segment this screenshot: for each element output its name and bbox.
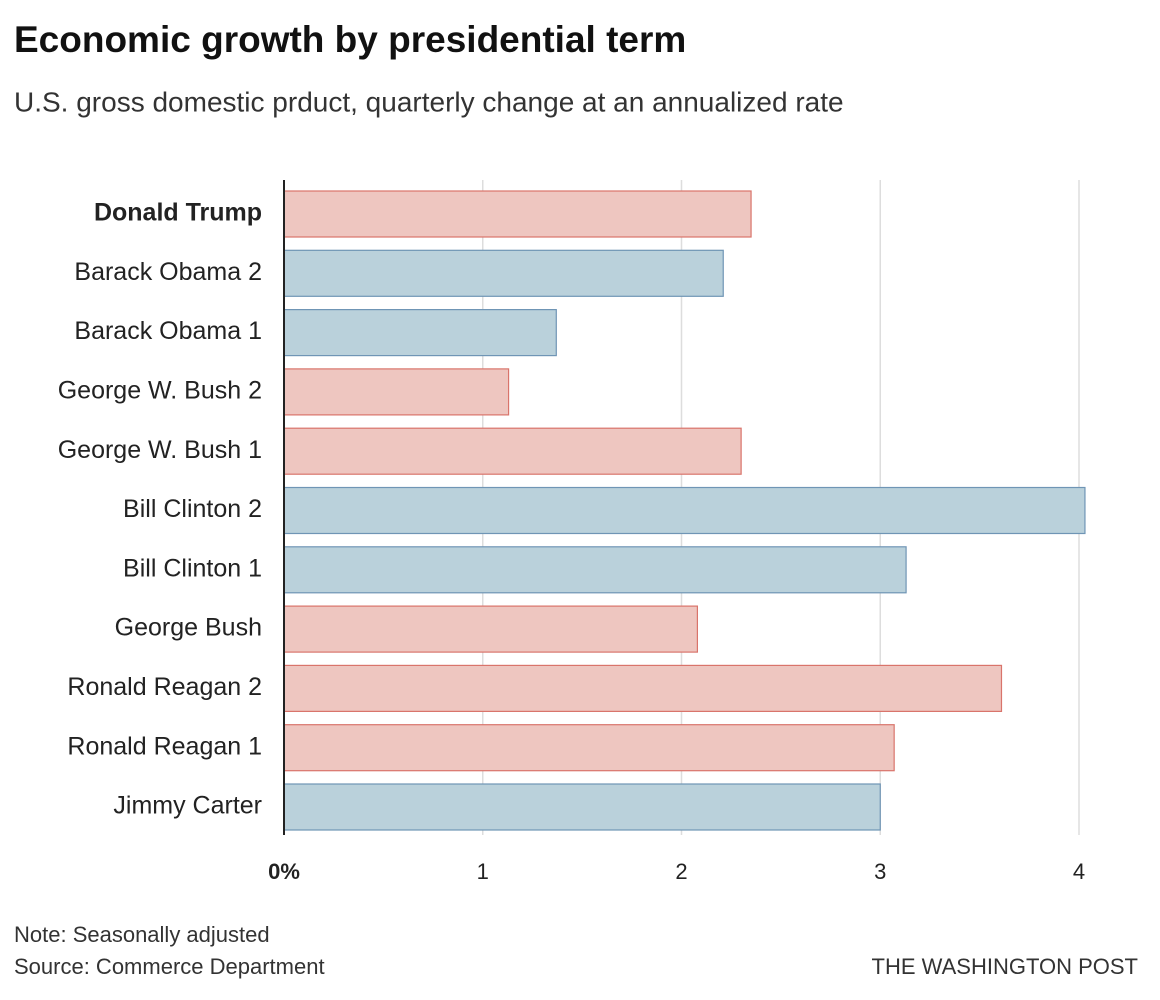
chart-subtitle: U.S. gross domestic prduct, quarterly ch… (14, 86, 844, 117)
bar (283, 309, 557, 357)
y-tick-label: Donald Trump (94, 199, 262, 227)
x-tick-label: 4 (1073, 859, 1085, 884)
bar (283, 783, 881, 831)
y-tick-label: Bill Clinton 1 (123, 554, 262, 582)
y-tick-label: George W. Bush 1 (58, 436, 262, 464)
bar (283, 368, 510, 416)
x-tick-label: 2 (675, 859, 687, 884)
x-tick-label: 3 (874, 859, 886, 884)
bar (283, 664, 1003, 713)
y-tick-label: Barack Obama 2 (74, 258, 262, 286)
bar (283, 546, 907, 594)
x-tick-label: 1 (477, 859, 489, 884)
bar (283, 249, 724, 297)
x-tick-label: 0% (268, 859, 300, 884)
bar (283, 724, 895, 772)
y-tick-label: Ronald Reagan 1 (67, 732, 262, 760)
bar (283, 486, 1086, 535)
bar (283, 190, 752, 238)
bar (283, 605, 698, 653)
y-tick-label: Barack Obama 1 (74, 317, 262, 345)
note: Note: Seasonally adjusted (14, 922, 270, 947)
y-tick-label: Jimmy Carter (113, 792, 262, 820)
y-tick-label: Ronald Reagan 2 (67, 673, 262, 701)
y-tick-label: Bill Clinton 2 (123, 495, 262, 523)
y-tick-label: George W. Bush 2 (58, 377, 262, 405)
bar (283, 427, 742, 475)
credit: THE WASHINGTON POST (872, 954, 1138, 979)
chart-title: Economic growth by presidential term (14, 19, 686, 60)
y-tick-label: George Bush (115, 614, 262, 642)
source: Source: Commerce Department (14, 954, 325, 979)
